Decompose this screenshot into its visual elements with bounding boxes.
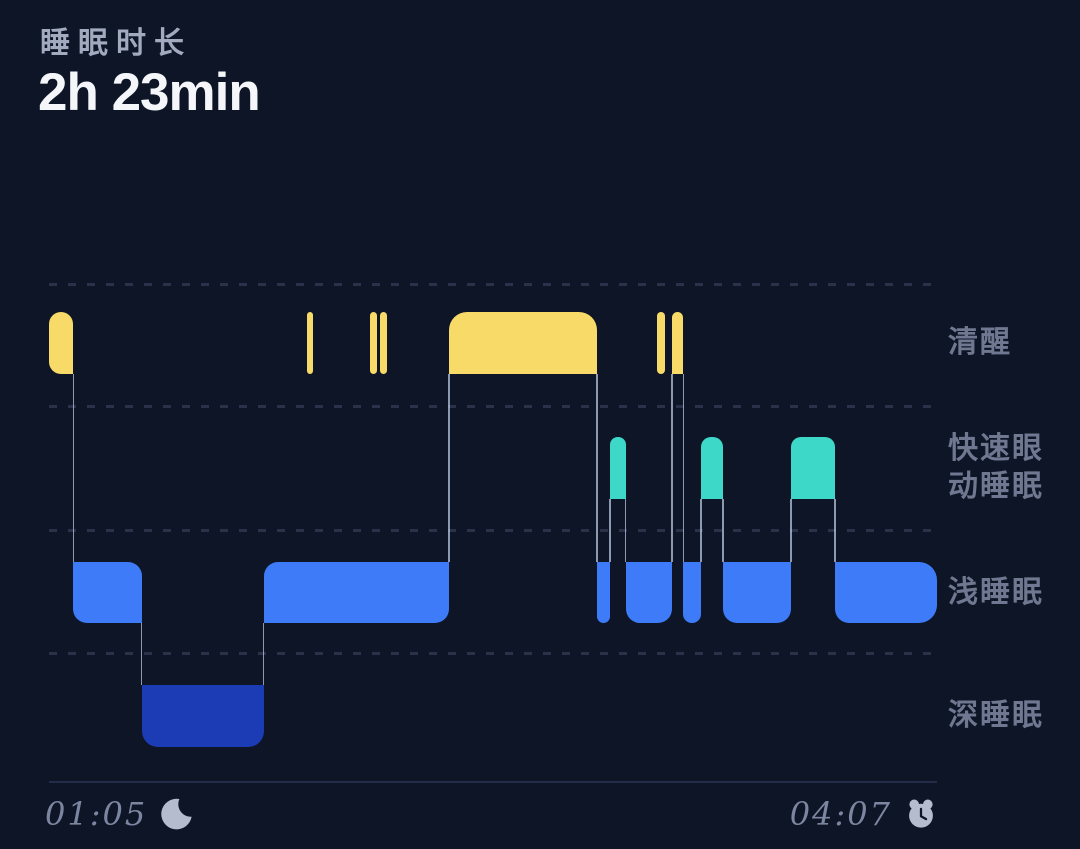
stage-connector: [834, 499, 836, 562]
brief-awake-tick: [370, 312, 377, 374]
brief-awake-tick: [380, 312, 388, 374]
stage-connector: [72, 374, 75, 562]
sleep-segment-deep: [141, 685, 264, 747]
stage-connector: [596, 374, 598, 562]
stage-connector: [671, 374, 673, 562]
sleep-segment-rem: [791, 437, 836, 499]
sleep-segment-rem: [700, 437, 723, 499]
moon-icon: [161, 798, 192, 830]
stage-connector: [700, 499, 702, 562]
stage-connector: [624, 499, 627, 562]
sleep-start-time: 01:05: [45, 795, 148, 833]
stage-connector: [140, 623, 143, 685]
stage-connector: [790, 499, 792, 562]
sleep-segment-light: [596, 562, 611, 623]
sleep-duration-value: 2h 23min: [38, 63, 261, 122]
sleep-segment-awake: [449, 312, 597, 374]
band-separator-gridline: [49, 652, 937, 655]
sleep-segment-rem: [610, 437, 626, 499]
sleep-end-time: 04:07: [789, 795, 892, 833]
band-separator-gridline: [49, 283, 937, 286]
stage-connector: [262, 623, 265, 685]
stage-connector: [448, 374, 450, 562]
sleep-segment-awake: [672, 312, 684, 374]
sleep-segment-awake: [49, 312, 74, 374]
page-title: 睡眠时长: [40, 26, 192, 61]
brief-awake-tick: [307, 312, 313, 374]
sleep-segment-light: [263, 562, 450, 623]
stage-label-awake: 清醒: [948, 325, 1012, 360]
sleep-segment-light: [722, 562, 792, 623]
chart-baseline: [49, 781, 937, 783]
stage-label-deep: 深睡眠: [948, 698, 1044, 733]
sleep-segment-light: [73, 562, 142, 623]
sleep-segment-light: [625, 562, 673, 623]
sleep-segment-light: [835, 562, 937, 623]
sleep-start-row: 01:05: [45, 795, 193, 833]
band-separator-gridline: [49, 405, 937, 408]
band-separator-gridline: [49, 529, 937, 532]
stage-connector: [609, 499, 611, 562]
stage-connector: [682, 374, 685, 562]
stage-label-light: 浅睡眠: [948, 574, 1044, 610]
alarm-clock-icon: [909, 799, 933, 828]
stage-connector: [722, 499, 724, 562]
sleep-segment-light: [683, 562, 701, 623]
sleep-end-row: 04:07: [790, 795, 938, 833]
brief-awake-tick: [656, 312, 665, 374]
stage-label-rem: 快速眼动睡眠: [948, 431, 1044, 504]
